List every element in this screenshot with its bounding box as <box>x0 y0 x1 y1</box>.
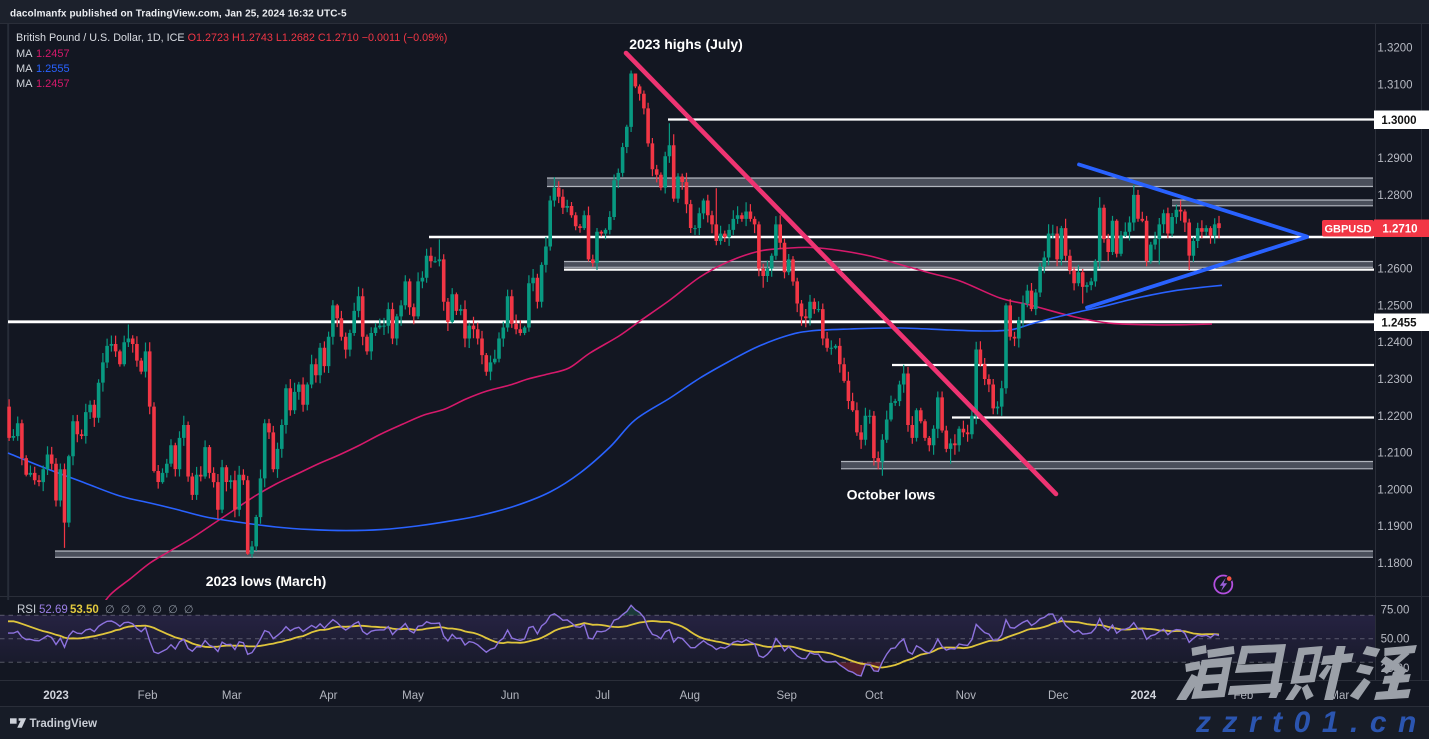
svg-text:British Pound / U.S. Dollar, 1: British Pound / U.S. Dollar, 1D, ICE O1.… <box>16 32 447 44</box>
svg-text:1.2800: 1.2800 <box>1377 190 1412 202</box>
svg-text:GBPUSD: GBPUSD <box>1324 224 1371 236</box>
svg-text:Jun: Jun <box>501 690 520 702</box>
svg-text:Nov: Nov <box>956 690 977 702</box>
svg-text:May: May <box>402 690 424 702</box>
svg-text:Oct: Oct <box>865 690 884 702</box>
svg-text:2023 highs (July): 2023 highs (July) <box>629 36 743 52</box>
svg-text:October lows: October lows <box>847 487 936 503</box>
svg-text:1.2200: 1.2200 <box>1377 411 1412 423</box>
svg-text:1.1900: 1.1900 <box>1377 521 1412 533</box>
svg-text:Aug: Aug <box>680 690 700 702</box>
svg-text:MA1.2555: MA 1.2555 <box>16 63 70 75</box>
svg-text:1.3000: 1.3000 <box>1381 115 1416 127</box>
svg-text:75.00: 75.00 <box>1381 604 1410 616</box>
svg-text:TradingView: TradingView <box>30 718 98 730</box>
svg-text:1.2100: 1.2100 <box>1377 448 1412 460</box>
svg-text:1.2900: 1.2900 <box>1377 153 1412 165</box>
svg-text:Dec: Dec <box>1048 690 1069 702</box>
svg-text:dacolmanfx published on Tradin: dacolmanfx published on TradingView.com,… <box>10 9 347 20</box>
svg-text:2024: 2024 <box>1131 690 1157 702</box>
svg-text:1.3200: 1.3200 <box>1377 43 1412 55</box>
svg-text:Mar: Mar <box>222 690 242 702</box>
svg-text:1.2710: 1.2710 <box>1382 224 1417 236</box>
svg-text:Apr: Apr <box>320 690 338 702</box>
svg-text:1.2455: 1.2455 <box>1381 318 1417 330</box>
svg-text:1.2300: 1.2300 <box>1377 374 1412 386</box>
svg-text:Jul: Jul <box>595 690 610 702</box>
svg-text:2023: 2023 <box>43 690 69 702</box>
svg-text:MA1.2457: MA 1.2457 <box>16 78 70 90</box>
svg-text:50.00: 50.00 <box>1381 634 1410 646</box>
svg-text:zzrt01.cn: zzrt01.cn <box>1195 706 1428 739</box>
svg-text:1.2400: 1.2400 <box>1377 337 1412 349</box>
svg-text:Feb: Feb <box>138 690 158 702</box>
svg-text:MA1.2457: MA 1.2457 <box>16 48 70 60</box>
svg-text:1.3100: 1.3100 <box>1377 80 1412 92</box>
svg-text:1.2000: 1.2000 <box>1377 484 1412 496</box>
svg-text:1.2600: 1.2600 <box>1377 264 1412 276</box>
svg-text:Sep: Sep <box>776 690 796 702</box>
svg-text:1.1800: 1.1800 <box>1377 558 1412 570</box>
svg-text:2023 lows (March): 2023 lows (March) <box>206 573 327 589</box>
svg-text:1.2500: 1.2500 <box>1377 300 1412 312</box>
